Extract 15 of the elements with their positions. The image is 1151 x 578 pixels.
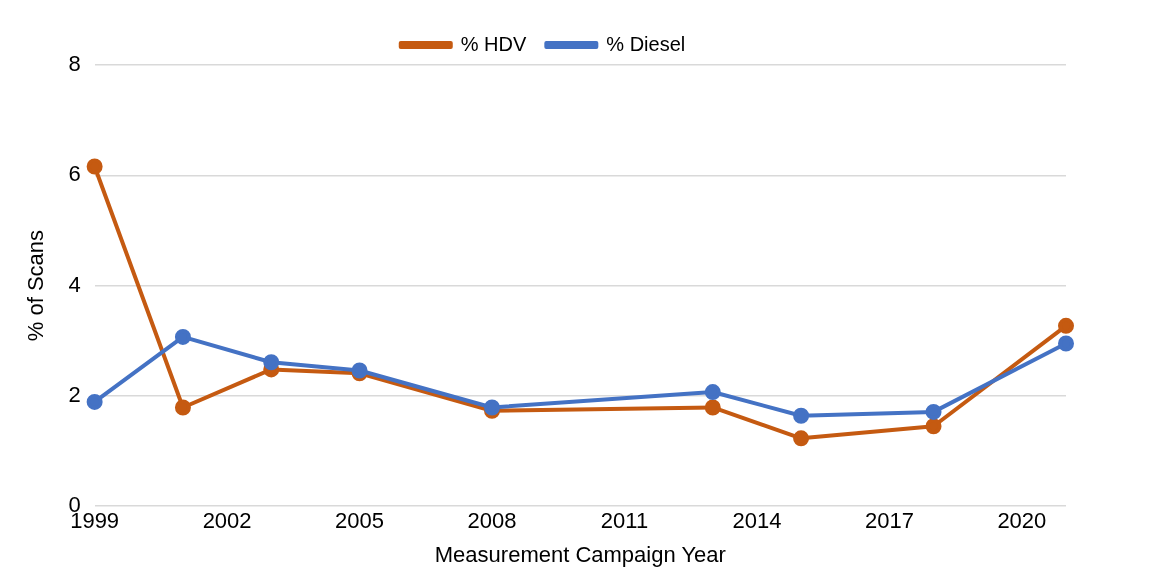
y-axis-title: % of Scans [23,229,49,342]
x-tick-label: 2014 [732,508,782,534]
x-tick-label: 2011 [600,508,649,534]
x-tick-label: 2002 [202,508,252,534]
x-tick-label: 2005 [335,508,385,534]
legend-label: % HDV [460,32,527,55]
x-tick-label: 2020 [997,508,1047,534]
y-tick-label: 8 [68,51,81,77]
y-tick-label: 4 [68,271,81,297]
legend-label: % Diesel [606,32,686,55]
x-tick-label: 2008 [467,508,517,534]
x-tick-label: 2017 [864,508,914,534]
x-axis-title: Measurement Campaign Year [434,541,726,567]
y-tick-label: 2 [68,381,81,407]
y-tick-label: 6 [68,161,81,187]
